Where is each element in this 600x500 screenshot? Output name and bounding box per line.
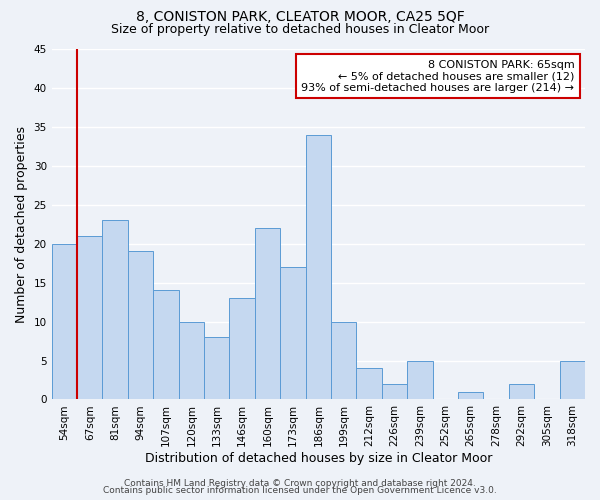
X-axis label: Distribution of detached houses by size in Cleator Moor: Distribution of detached houses by size … — [145, 452, 492, 465]
Bar — [153, 290, 179, 400]
Bar — [52, 244, 77, 400]
Bar — [407, 360, 433, 400]
Bar — [229, 298, 255, 400]
Bar — [255, 228, 280, 400]
Bar — [179, 322, 204, 400]
Bar — [280, 267, 305, 400]
Bar — [458, 392, 484, 400]
Bar — [305, 134, 331, 400]
Text: 8, CONISTON PARK, CLEATOR MOOR, CA25 5QF: 8, CONISTON PARK, CLEATOR MOOR, CA25 5QF — [136, 10, 464, 24]
Bar — [382, 384, 407, 400]
Bar — [509, 384, 534, 400]
Text: Contains HM Land Registry data © Crown copyright and database right 2024.: Contains HM Land Registry data © Crown c… — [124, 478, 476, 488]
Text: 8 CONISTON PARK: 65sqm
← 5% of detached houses are smaller (12)
93% of semi-deta: 8 CONISTON PARK: 65sqm ← 5% of detached … — [301, 60, 574, 92]
Bar — [77, 236, 103, 400]
Bar — [331, 322, 356, 400]
Bar — [356, 368, 382, 400]
Text: Size of property relative to detached houses in Cleator Moor: Size of property relative to detached ho… — [111, 22, 489, 36]
Bar — [204, 337, 229, 400]
Bar — [103, 220, 128, 400]
Y-axis label: Number of detached properties: Number of detached properties — [15, 126, 28, 322]
Text: Contains public sector information licensed under the Open Government Licence v3: Contains public sector information licen… — [103, 486, 497, 495]
Bar — [560, 360, 585, 400]
Bar — [128, 252, 153, 400]
